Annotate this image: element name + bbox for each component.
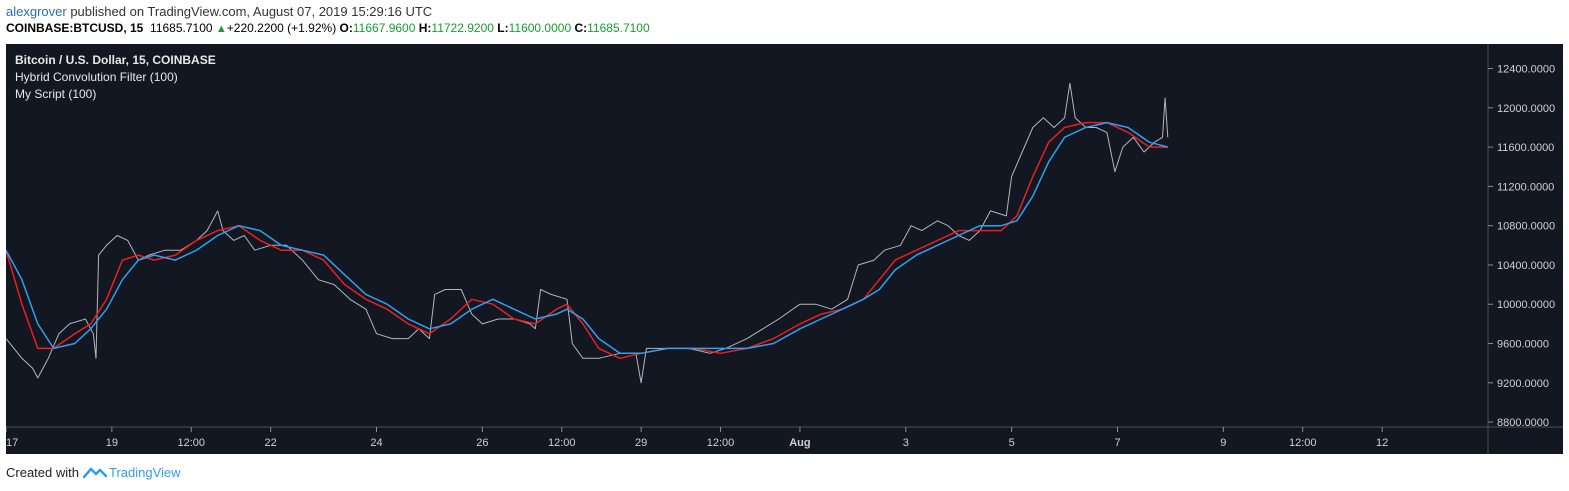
x-tick-label: 7	[1114, 437, 1120, 449]
y-tick-label: 10000.0000	[1497, 299, 1555, 311]
x-tick-label: 22	[265, 437, 277, 449]
symbol-label: COINBASE:BTCUSD, 15	[6, 21, 144, 35]
price-series-line	[6, 82, 1169, 384]
price-chart[interactable]: 8800.0000 9200.0000 9600.0000 10000.0000 104…	[6, 44, 1563, 454]
y-tick-label: 9600.0000	[1497, 339, 1549, 351]
legend-my-script: My Script (100)	[15, 87, 96, 101]
high-label: H:	[418, 21, 432, 35]
published-text: published on TradingView.com, August 07,…	[70, 4, 433, 19]
x-tick-label: 9	[1220, 437, 1226, 449]
hybrid-filter-line	[6, 121, 1168, 360]
y-tick-label: 8800.0000	[1497, 417, 1549, 429]
legend-hybrid-filter: Hybrid Convolution Filter (100)	[15, 70, 178, 84]
x-tick-label: 12:00	[548, 437, 576, 449]
open-value: 11667.9600	[352, 21, 416, 35]
author-link[interactable]: alexgrover	[6, 4, 67, 19]
publish-info: alexgrover published on TradingView.com,…	[6, 4, 432, 19]
price-axis-background[interactable]	[1488, 44, 1563, 454]
y-tick-label: 11200.0000	[1497, 181, 1554, 193]
tradingview-link[interactable]: TradingView	[108, 465, 181, 480]
close-label: C:	[574, 21, 588, 35]
x-tick-label: 17	[6, 437, 18, 449]
y-tick-label: 10400.0000	[1497, 260, 1555, 272]
x-tick-label: 19	[106, 437, 118, 449]
chart-background	[6, 44, 1488, 454]
ohlc-bar: COINBASE:BTCUSD, 15 11685.7100 ▲+220.220…	[6, 21, 650, 35]
y-tick-label: 11600.0000	[1497, 142, 1554, 154]
tradingview-logo-icon	[82, 467, 107, 478]
open-label: O:	[339, 21, 353, 35]
last-price: 11685.7100	[150, 21, 213, 35]
up-arrow-icon: ▲	[215, 23, 227, 35]
my-script-line	[6, 121, 1168, 355]
created-with-text: Created with	[6, 465, 79, 480]
y-tick-label: 9200.0000	[1497, 378, 1549, 390]
time-axis: 17 19 12:00 22 24 26 12:00 29 12:00 Aug 3 5 7 9 12:00 1…	[6, 427, 1388, 449]
x-tick-label: 24	[370, 437, 382, 449]
x-tick-label: 12:00	[177, 437, 205, 449]
y-tick-label: 12000.0000	[1497, 103, 1555, 115]
x-tick-label: 12:00	[1289, 437, 1317, 449]
x-tick-label: 29	[635, 437, 647, 449]
low-label: L:	[497, 21, 509, 35]
y-tick-label: 12400.0000	[1497, 64, 1555, 76]
close-value: 11685.7100	[587, 21, 650, 35]
footer: Created with TradingView	[6, 465, 181, 480]
high-value: 11722.9200	[431, 21, 494, 35]
plot-area	[6, 82, 1169, 384]
low-value: 11600.0000	[508, 21, 572, 35]
x-tick-label: 3	[903, 437, 909, 449]
x-tick-label: Aug	[789, 437, 810, 449]
x-tick-label: 12:00	[707, 437, 735, 449]
x-tick-label: 5	[1009, 437, 1015, 449]
y-tick-label: 10800.0000	[1497, 221, 1555, 233]
chart-title: Bitcoin / U.S. Dollar, 15, COINBASE	[15, 53, 216, 67]
x-tick-label: 26	[476, 437, 488, 449]
change-value: +220.2200 (+1.92%)	[226, 21, 337, 35]
price-axis: 8800.0000 9200.0000 9600.0000 10000.0000 104…	[1488, 64, 1555, 429]
x-tick-label: 12	[1376, 437, 1388, 449]
